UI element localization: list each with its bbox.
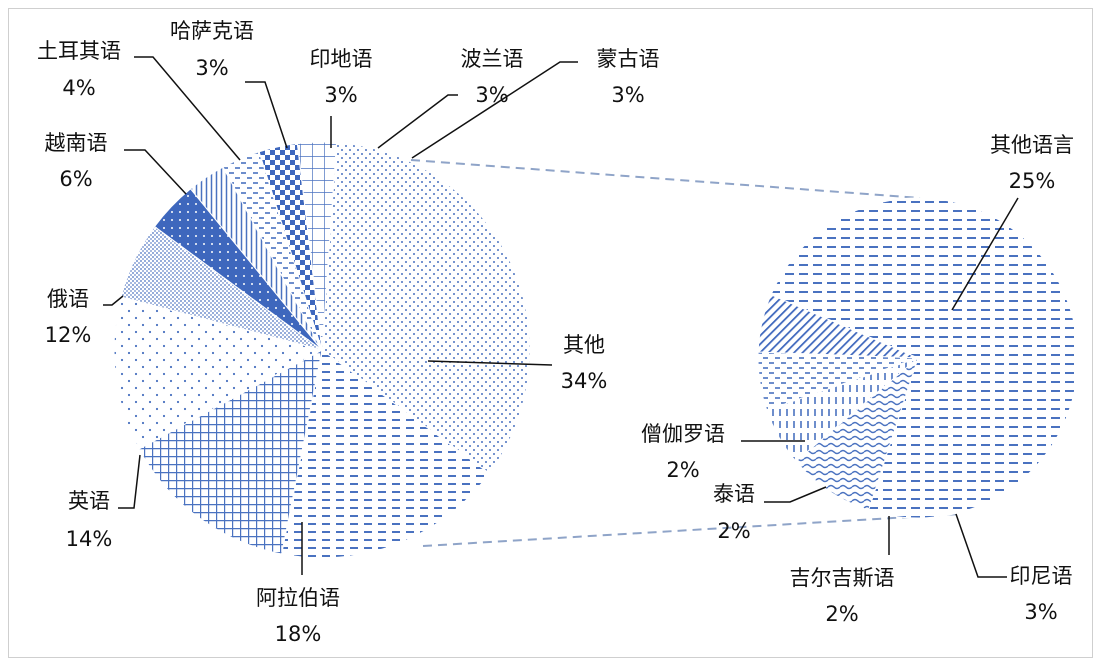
connector-line-bottom — [422, 513, 961, 547]
label-arabic-name: 阿拉伯语 — [256, 586, 340, 610]
label-vietnamese: 越南语 6% — [45, 131, 108, 191]
secondary-pie — [757, 197, 1079, 519]
label-mongolian-name: 蒙古语 — [597, 47, 660, 71]
leader-line-mongolian — [411, 61, 578, 159]
leader-line-thai — [764, 486, 827, 503]
label-mongolian-pct: 3% — [611, 83, 644, 107]
label-other-name: 其他 — [563, 333, 605, 357]
label-indonesian-pct: 3% — [1024, 600, 1057, 624]
label-russian: 俄语 12% — [45, 287, 92, 347]
label-arabic-pct: 18% — [275, 622, 322, 646]
leader-line-kazakh — [245, 81, 288, 149]
label-turkish-pct: 4% — [62, 76, 95, 100]
label-kazakh: 哈萨克语 3% — [170, 19, 254, 80]
label-kyrgyz: 吉尔吉斯语 2% — [790, 566, 895, 626]
label-vietnamese-pct: 6% — [59, 167, 92, 191]
main-pie-slice-3 — [113, 296, 324, 450]
label-polish-pct: 3% — [475, 83, 508, 107]
main-pie-slice-1 — [281, 349, 491, 559]
label-thai: 泰语 2% — [713, 482, 755, 543]
label-kyrgyz-pct: 2% — [825, 602, 858, 626]
label-indonesian-name: 印尼语 — [1010, 564, 1073, 588]
main-pie-slice-2 — [138, 349, 323, 555]
label-other-languages-name: 其他语言 — [990, 133, 1074, 157]
label-indonesian: 印尼语 3% — [1010, 564, 1073, 624]
label-sinhala: 僧伽罗语 2% — [641, 422, 725, 482]
label-vietnamese-name: 越南语 — [45, 131, 108, 155]
leader-line-polish — [377, 94, 458, 149]
label-english-pct: 14% — [66, 527, 113, 551]
label-hindi: 印地语 3% — [310, 47, 373, 107]
main-pie-slice-9 — [296, 141, 338, 351]
leader-line-english — [118, 454, 141, 509]
label-russian-name: 俄语 — [47, 287, 89, 311]
label-hindi-pct: 3% — [324, 83, 357, 107]
label-kazakh-name: 哈萨克语 — [170, 19, 254, 43]
label-polish: 波兰语 3% — [461, 47, 524, 107]
main-pie-slice-0 — [321, 141, 531, 475]
label-hindi-name: 印地语 — [310, 47, 373, 71]
leader-line-other — [427, 360, 553, 366]
label-turkish: 土耳其语 4% — [37, 39, 121, 100]
label-russian-pct: 12% — [45, 323, 92, 347]
secondary-pie-slice-4 — [795, 356, 920, 511]
label-sinhala-name: 僧伽罗语 — [641, 422, 725, 446]
label-thai-name: 泰语 — [713, 482, 755, 506]
label-other-languages: 其他语言 25% — [990, 133, 1074, 193]
label-other: 其他 34% — [561, 333, 608, 393]
connector-line-top — [410, 159, 921, 199]
label-mongolian: 蒙古语 3% — [597, 47, 660, 107]
label-kyrgyz-name: 吉尔吉斯语 — [790, 566, 895, 590]
label-other-languages-pct: 25% — [1009, 169, 1056, 193]
label-sinhala-pct: 2% — [666, 458, 699, 482]
leader-line-other-languages — [951, 197, 1019, 311]
label-english-name: 英语 — [68, 489, 110, 513]
leader-line-russian — [103, 295, 124, 306]
main-pie — [113, 141, 531, 559]
label-polish-name: 波兰语 — [461, 47, 524, 71]
leader-line-vietnamese — [124, 149, 187, 195]
leader-line-indonesian — [955, 513, 1007, 578]
leader-lines — [103, 56, 1019, 578]
secondary-pie-slice-0 — [770, 197, 1079, 519]
label-thai-pct: 2% — [717, 519, 750, 543]
label-turkish-name: 土耳其语 — [37, 39, 121, 63]
label-other-pct: 34% — [561, 369, 608, 393]
leader-line-turkish — [134, 56, 241, 161]
label-kazakh-pct: 3% — [195, 56, 228, 80]
label-arabic: 阿拉伯语 18% — [256, 586, 340, 646]
label-english: 英语 14% — [66, 489, 113, 551]
